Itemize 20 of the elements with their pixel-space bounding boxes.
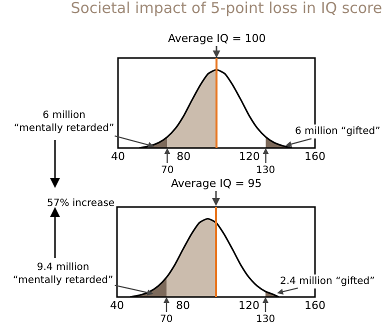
chart-title: Societal impact of 5-point loss in IQ score	[70, 0, 382, 18]
x-tick-label: 160	[304, 150, 326, 163]
annotation: 6 million “mentally retarded”	[14, 110, 114, 134]
x-tick-label: 120	[238, 299, 260, 312]
annotation: 70	[160, 314, 173, 325]
text: Average IQ = 95	[171, 177, 262, 190]
x-tick-label: 80	[176, 299, 190, 312]
annotation: 2.4 million “gifted”	[280, 276, 375, 287]
annotation: 130	[256, 165, 276, 176]
annotation: 9.4 million “mentally retarded”	[13, 262, 114, 286]
annotation: 70	[161, 165, 174, 176]
x-tick-label: 120	[238, 150, 260, 163]
ref-line-label: Average IQ = 100	[168, 32, 266, 45]
annotation: 6 million “gifted”	[295, 126, 380, 137]
x-tick-label: 40	[110, 299, 124, 312]
annotation: 130	[256, 314, 276, 325]
x-tick-label: 160	[304, 299, 326, 312]
text: 57% increase	[47, 198, 115, 209]
x-tick-label: 80	[176, 150, 191, 163]
x-tick-label: 40	[111, 150, 125, 163]
